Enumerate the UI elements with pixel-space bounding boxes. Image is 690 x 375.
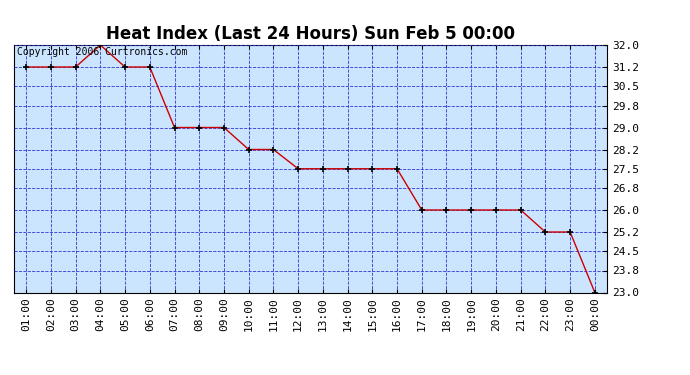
Text: Copyright 2006 Curtronics.com: Copyright 2006 Curtronics.com	[17, 48, 187, 57]
Title: Heat Index (Last 24 Hours) Sun Feb 5 00:00: Heat Index (Last 24 Hours) Sun Feb 5 00:…	[106, 26, 515, 44]
